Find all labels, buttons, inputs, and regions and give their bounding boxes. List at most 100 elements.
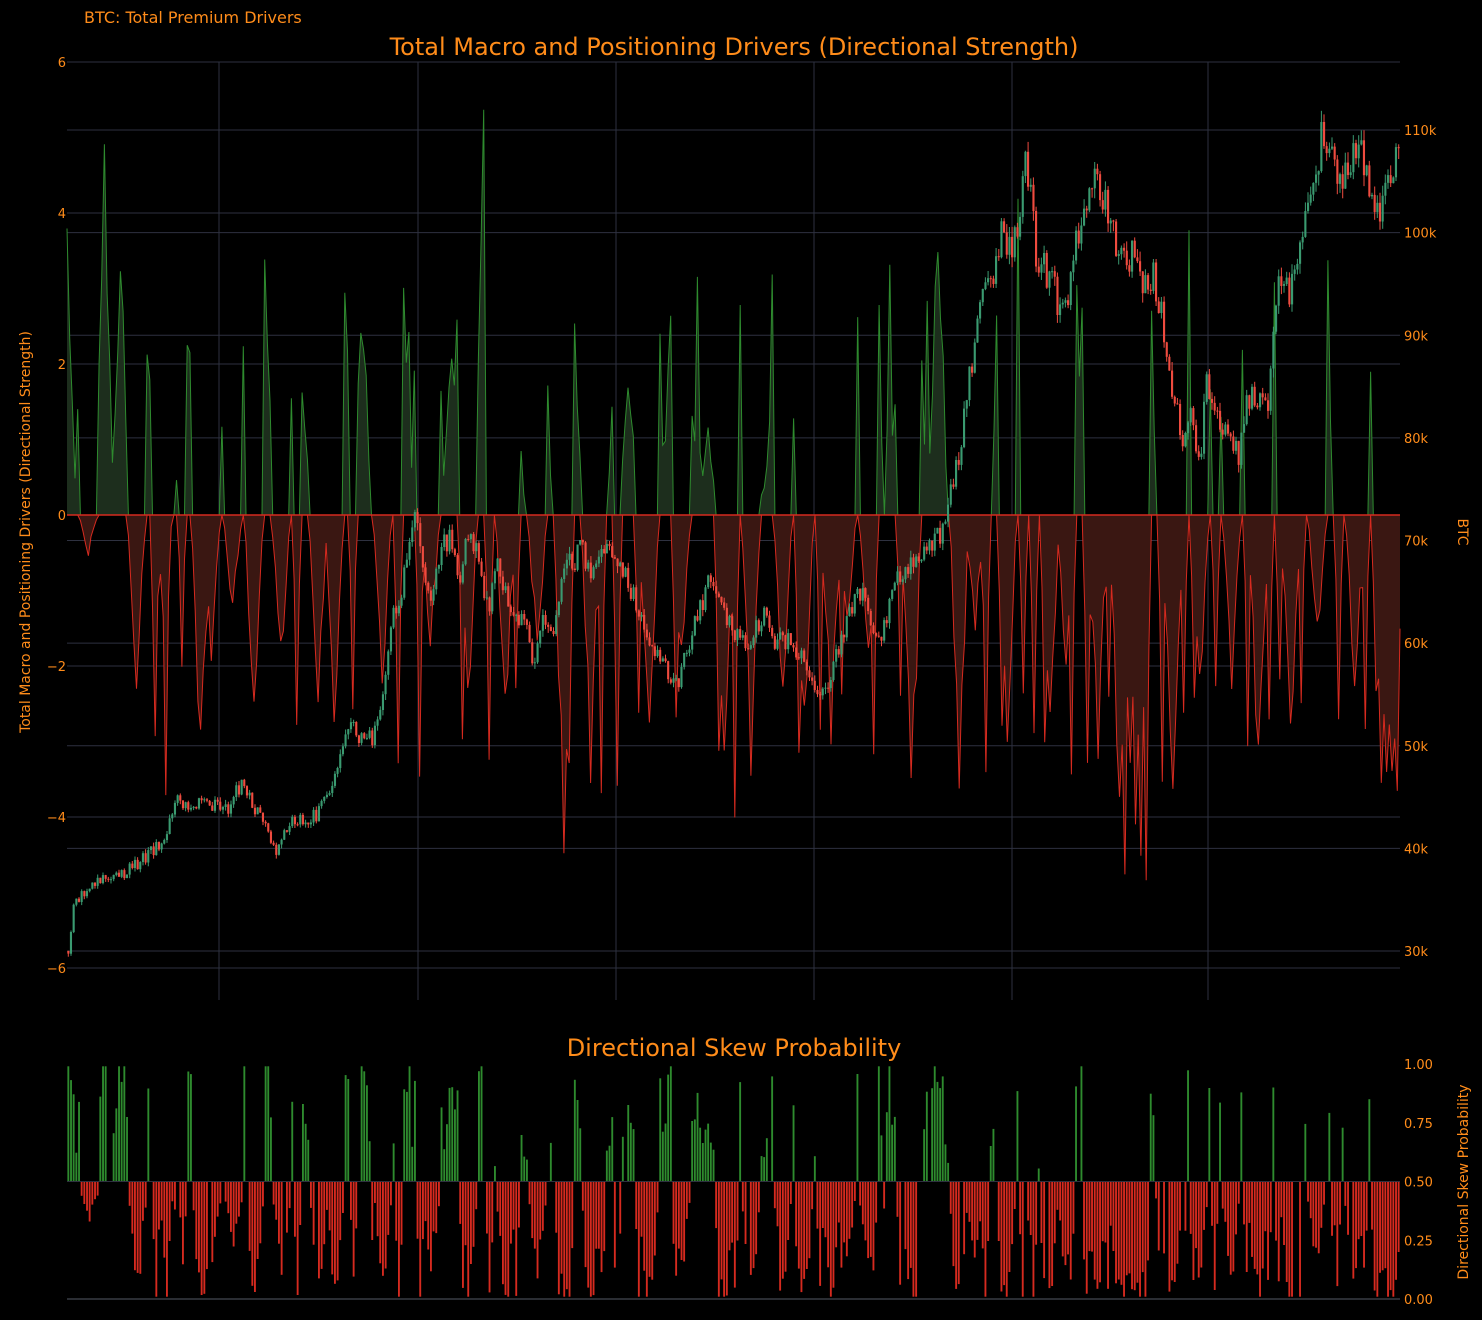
btc-candle-body (1296, 263, 1299, 270)
btc-candle-body (608, 543, 611, 547)
btc-candle-body (275, 844, 278, 855)
skew-probability-bar (1203, 1181, 1205, 1230)
skew-probability-bar (653, 1181, 656, 1256)
btc-candle-body (656, 649, 659, 657)
btc-candle-body (595, 563, 598, 568)
skew-probability-bar (1341, 1127, 1344, 1182)
btc-candle-body (1389, 175, 1392, 184)
bottom-y-axis-label: Directional Skew Probability (1456, 1084, 1472, 1279)
btc-candle-body (1373, 194, 1376, 212)
skew-probability-bar (155, 1181, 158, 1297)
skew-probability-bar (1304, 1123, 1307, 1182)
btc-candle-body (531, 642, 534, 664)
btc-candle-body (163, 840, 166, 844)
skew-probability-bar (403, 1089, 406, 1182)
skew-probability-bar (1205, 1181, 1208, 1208)
positive-area-fill (67, 109, 1400, 516)
btc-candle-body (1392, 177, 1395, 184)
skew-probability-bar (1021, 1181, 1024, 1297)
btc-candle-body (437, 565, 440, 569)
btc-candle-body (120, 870, 123, 877)
skew-probability-bar (1067, 1181, 1069, 1255)
btc-candle-body (715, 586, 718, 594)
skew-probability-bar (1019, 1181, 1022, 1235)
skew-probability-bar (1355, 1181, 1357, 1269)
btc-candle-body (1232, 436, 1235, 451)
btc-candle-body (1197, 451, 1200, 457)
skew-probability-bar (302, 1104, 304, 1182)
skew-probability-bar (832, 1181, 835, 1288)
skew-probability-bar (1059, 1181, 1062, 1221)
btc-candle-body (667, 661, 670, 680)
btc-candle-body (579, 540, 582, 545)
btc-candle-body (824, 687, 827, 689)
skew-probability-bar (672, 1181, 675, 1244)
skew-probability-bar (1120, 1181, 1123, 1285)
skew-probability-bar (128, 1181, 131, 1206)
skew-probability-bar (683, 1181, 686, 1262)
skew-probability-bar (104, 1066, 107, 1182)
skew-probability-bar (952, 1181, 955, 1267)
btc-candle-body (1109, 220, 1112, 224)
btc-candle-body (1160, 301, 1163, 313)
skew-probability-bar (126, 1117, 128, 1182)
btc-candle-body (1117, 254, 1120, 256)
btc-candle-body (1061, 302, 1064, 305)
btc-candle-body (544, 615, 547, 625)
btc-candle-body (208, 800, 211, 806)
btc-candle-body (200, 798, 203, 801)
btc-candle-body (789, 633, 792, 646)
skew-probability-bar (693, 1119, 696, 1182)
btc-candle-body (1264, 397, 1267, 401)
skew-probability-bar (158, 1181, 160, 1230)
skew-probability-bar (211, 1181, 214, 1263)
skew-probability-bar (819, 1181, 822, 1286)
btc-candle-body (176, 795, 179, 803)
skew-probability-bar (1128, 1181, 1131, 1274)
btc-candle-body (451, 529, 454, 550)
skew-probability-bar (1157, 1181, 1160, 1251)
btc-candle-body (669, 679, 672, 683)
btc-candle-body (720, 596, 723, 603)
btc-candle-body (304, 822, 307, 825)
btc-candle-body (211, 805, 214, 811)
y-tick-label: 0 (58, 509, 66, 524)
skew-probability-bar (755, 1181, 758, 1255)
skew-probability-bar (1331, 1181, 1333, 1236)
btc-candle-body (963, 408, 966, 448)
skew-probability-bar (536, 1181, 539, 1279)
skew-probability-bar (1000, 1181, 1003, 1292)
btc-candle-body (165, 834, 169, 840)
skew-probability-bar (214, 1181, 216, 1237)
btc-candle-body (1368, 165, 1371, 197)
btc-candle-body (1053, 271, 1056, 277)
skew-probability-bar (1259, 1181, 1261, 1297)
skew-probability-bar (1357, 1181, 1360, 1240)
skew-probability-bar (1115, 1181, 1117, 1284)
skew-probability-bar (904, 1181, 907, 1250)
skew-probability-bar (112, 1133, 115, 1182)
skew-probability-bar (728, 1181, 731, 1251)
skew-probability-bar (430, 1181, 432, 1272)
btc-candle-body (861, 588, 864, 601)
btc-candle-body (1149, 289, 1152, 291)
btc-candle-body (971, 366, 974, 373)
btc-candle-body (1245, 395, 1248, 425)
btc-candle-body (491, 583, 494, 612)
btc-candle-body (941, 523, 944, 544)
skew-probability-bar (251, 1181, 254, 1286)
btc-candle-body (955, 460, 958, 487)
btc-candle-body (283, 830, 286, 840)
skew-probability-bar (502, 1181, 504, 1285)
btc-candle-body (741, 635, 744, 638)
skew-probability-bar (589, 1181, 592, 1297)
btc-candle-body (592, 567, 595, 579)
btc-candle-body (1237, 440, 1240, 465)
btc-candle-body (1093, 168, 1096, 189)
skew-probability-bar (1347, 1181, 1349, 1235)
btc-candle-body (160, 843, 163, 850)
skew-probability-bar (198, 1181, 200, 1273)
btc-candle-body (1040, 264, 1043, 273)
btc-candle-body (1333, 146, 1336, 160)
btc-candle-body (763, 607, 766, 626)
